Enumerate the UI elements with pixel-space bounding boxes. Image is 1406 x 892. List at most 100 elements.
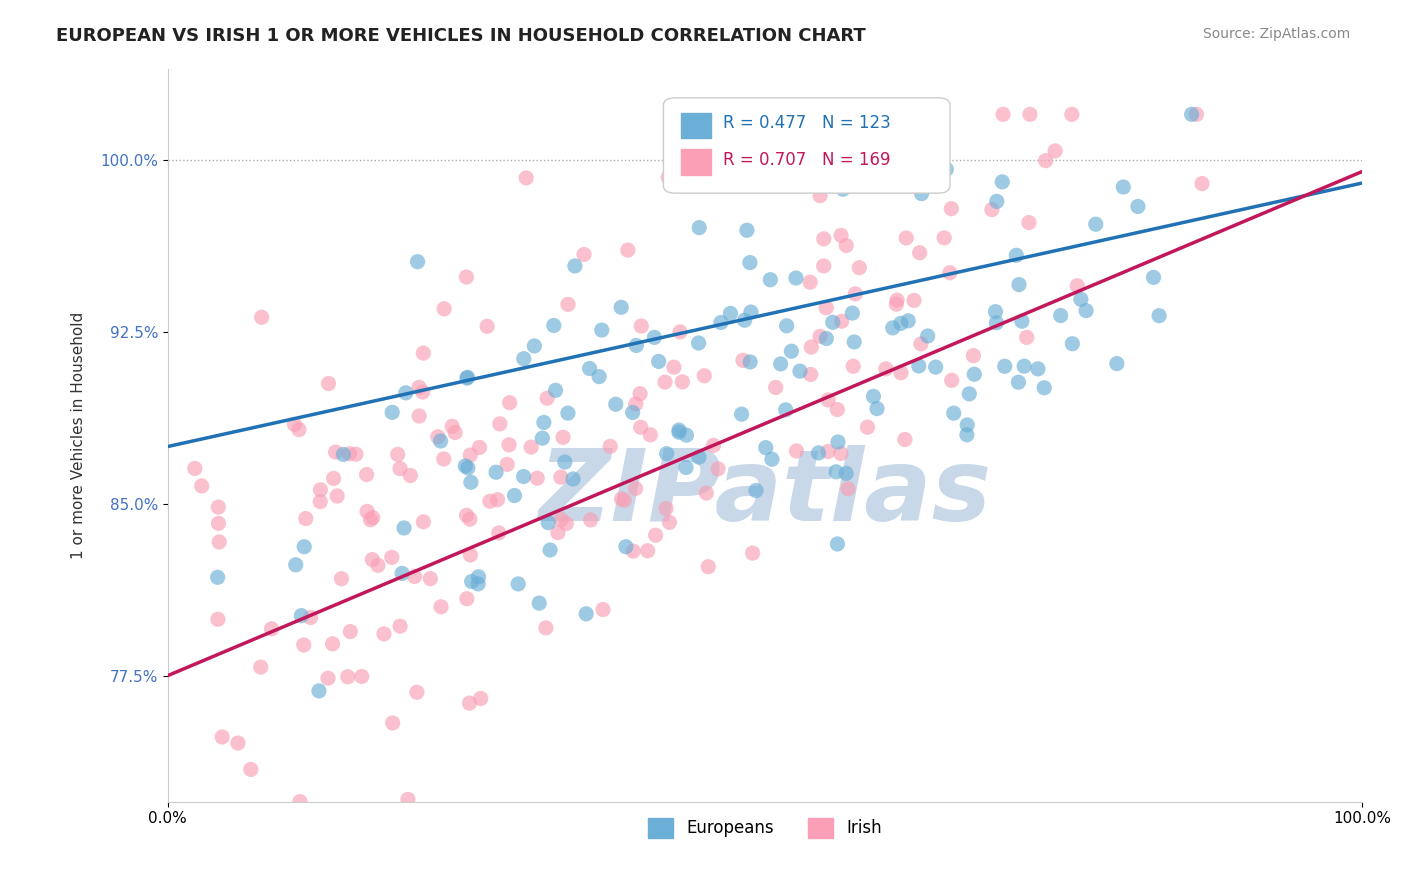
Europeans <box>825 465 848 479</box>
Irish <box>621 544 644 558</box>
Europeans <box>290 608 312 623</box>
Irish <box>496 458 519 472</box>
Irish <box>458 696 481 710</box>
Europeans <box>821 315 844 329</box>
Irish <box>339 447 361 461</box>
Europeans <box>910 186 932 201</box>
Irish <box>381 716 404 731</box>
Irish <box>460 548 482 562</box>
Irish <box>886 293 908 307</box>
Europeans <box>332 447 354 461</box>
Europeans <box>1005 248 1028 262</box>
Irish <box>356 467 378 482</box>
Europeans <box>395 385 418 400</box>
Europeans <box>807 446 830 460</box>
Irish <box>550 512 572 526</box>
Irish <box>498 395 520 409</box>
Irish <box>707 462 730 476</box>
Europeans <box>866 401 889 416</box>
Irish <box>260 622 283 636</box>
Europeans <box>675 460 697 475</box>
Europeans <box>391 566 413 581</box>
Irish <box>695 486 717 500</box>
Irish <box>322 637 344 651</box>
Europeans <box>308 684 330 698</box>
Europeans <box>544 384 567 398</box>
Europeans <box>292 540 315 554</box>
Europeans <box>614 540 637 554</box>
Irish <box>875 362 897 376</box>
Europeans <box>720 306 742 320</box>
Europeans <box>935 162 957 177</box>
Europeans <box>785 271 807 285</box>
Irish <box>292 638 315 652</box>
Irish <box>815 301 838 315</box>
Europeans <box>578 361 600 376</box>
Irish <box>404 569 426 583</box>
Irish <box>628 386 651 401</box>
Europeans <box>734 313 756 327</box>
Europeans <box>1142 270 1164 285</box>
Europeans <box>1012 359 1035 374</box>
Irish <box>207 612 229 626</box>
Europeans <box>730 407 752 421</box>
Irish <box>373 627 395 641</box>
Europeans <box>984 304 1007 318</box>
Irish <box>294 511 316 525</box>
Y-axis label: 1 or more Vehicles in Household: 1 or more Vehicles in Household <box>72 311 86 558</box>
Europeans <box>780 344 803 359</box>
Irish <box>387 447 409 461</box>
Europeans <box>957 387 980 401</box>
Europeans <box>963 368 986 382</box>
Europeans <box>675 428 697 442</box>
Irish <box>610 491 633 506</box>
Irish <box>288 795 311 809</box>
Irish <box>412 346 434 360</box>
Irish <box>903 293 925 308</box>
Irish <box>765 380 787 394</box>
Europeans <box>513 351 536 366</box>
Irish <box>624 397 647 411</box>
Irish <box>630 420 652 434</box>
Europeans <box>1026 361 1049 376</box>
Europeans <box>827 537 849 551</box>
Europeans <box>626 338 648 352</box>
Irish <box>630 319 652 334</box>
Text: R = 0.707   N = 169: R = 0.707 N = 169 <box>723 151 890 169</box>
Irish <box>239 763 262 777</box>
Europeans <box>564 259 586 273</box>
Irish <box>941 202 963 216</box>
Europeans <box>956 417 979 432</box>
Irish <box>980 202 1002 217</box>
Irish <box>322 471 344 485</box>
Irish <box>367 558 389 573</box>
Europeans <box>512 469 534 483</box>
Europeans <box>467 577 489 591</box>
Europeans <box>907 359 929 373</box>
Irish <box>1191 177 1213 191</box>
Irish <box>475 319 498 334</box>
Europeans <box>789 364 811 378</box>
Irish <box>389 461 412 475</box>
Europeans <box>529 596 551 610</box>
Irish <box>658 516 681 530</box>
Europeans <box>1049 309 1071 323</box>
Europeans <box>575 607 598 621</box>
Irish <box>655 501 678 516</box>
Text: ZIPatlas: ZIPatlas <box>538 445 991 542</box>
Europeans <box>643 330 665 344</box>
Irish <box>325 445 347 459</box>
Irish <box>488 525 510 540</box>
Europeans <box>460 475 482 490</box>
Irish <box>412 385 434 400</box>
Irish <box>478 494 501 508</box>
Irish <box>249 660 271 674</box>
Irish <box>731 353 754 368</box>
Europeans <box>832 182 855 196</box>
Irish <box>671 375 693 389</box>
Irish <box>339 624 361 639</box>
Irish <box>184 461 207 475</box>
Irish <box>817 444 839 458</box>
Europeans <box>668 423 690 437</box>
Europeans <box>562 472 585 486</box>
